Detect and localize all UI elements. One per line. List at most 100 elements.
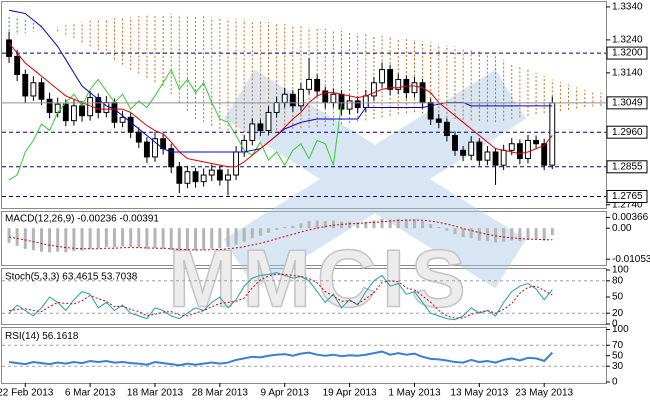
histogram-bar: [534, 228, 538, 240]
histogram-bar: [137, 228, 141, 248]
candle-body: [184, 171, 191, 184]
histogram-bar: [226, 228, 230, 248]
candle-body: [492, 151, 499, 166]
indicator-line: [8, 273, 553, 319]
candle-body: [257, 123, 264, 132]
indicator-line: [8, 272, 553, 321]
candle-body: [135, 131, 142, 143]
histogram-bar: [461, 228, 465, 238]
candle-body: [168, 148, 175, 168]
y-tick-label: 1.2740: [612, 199, 643, 210]
histogram-bar: [404, 219, 408, 229]
histogram-bar: [64, 228, 68, 253]
histogram-bar: [307, 221, 311, 229]
y-tick-label: 0.00366: [612, 212, 649, 223]
price-box: [606, 96, 648, 110]
histogram-bar: [23, 228, 27, 249]
x-tick-label: 13 May 2013: [450, 388, 508, 399]
candle-body: [176, 166, 183, 184]
candle-body: [354, 100, 361, 108]
histogram-bar: [258, 228, 262, 236]
candle-body: [200, 174, 207, 183]
y-tick-label: 100: [612, 324, 629, 335]
histogram-bar: [372, 220, 376, 229]
y-tick-label: 100: [612, 265, 629, 276]
histogram-bar: [267, 228, 271, 233]
candle-body: [516, 143, 523, 160]
histogram-bar: [550, 228, 554, 236]
histogram-bar: [129, 228, 133, 248]
logo: [223, 69, 527, 289]
histogram-bar: [291, 225, 295, 229]
y-tick-label: 50: [612, 350, 624, 361]
histogram-bar: [421, 221, 425, 229]
candle-body: [265, 111, 272, 132]
y-tick-label: 1.3240: [612, 35, 643, 46]
histogram-bar: [299, 223, 303, 229]
candle-body: [435, 118, 442, 123]
price-label: 1.3049: [612, 97, 643, 108]
candle-body: [14, 55, 21, 76]
y-tick-label: 30: [612, 361, 624, 372]
candle-body: [314, 78, 321, 92]
candle-body: [298, 88, 304, 107]
y-tick-label: 0.00: [612, 223, 632, 234]
candle-body: [484, 151, 491, 161]
histogram-bar: [15, 228, 19, 246]
histogram-bar: [283, 227, 287, 229]
candle-body: [62, 103, 69, 122]
candle-body: [411, 82, 418, 94]
histogram-bar: [396, 218, 400, 229]
y-tick-label: -0.01053: [612, 254, 650, 265]
candle-body: [387, 69, 394, 90]
x-tick-label: 23 May 2013: [515, 388, 573, 399]
histogram-bar: [194, 228, 198, 251]
histogram-bar: [323, 221, 327, 229]
y-tick-label: 0: [612, 377, 618, 388]
level-box: [606, 125, 648, 139]
histogram-bar: [502, 228, 506, 242]
histogram-bar: [234, 228, 238, 245]
histogram-bar: [477, 228, 481, 241]
level-label: 1.2765: [612, 191, 643, 202]
histogram-bar: [542, 228, 546, 241]
histogram-bar: [518, 228, 522, 242]
y-tick-label: 80: [612, 275, 624, 286]
candle-body: [362, 95, 369, 108]
histogram-bar: [169, 228, 173, 250]
candle-body: [346, 100, 353, 110]
candle-body: [370, 82, 377, 97]
level-box: [606, 160, 648, 174]
histogram-bar: [72, 228, 76, 252]
candle-body: [70, 105, 77, 122]
histogram-bar: [445, 228, 449, 231]
histogram-bar: [510, 228, 514, 241]
level-label: 1.3200: [612, 48, 643, 59]
histogram-bar: [112, 228, 116, 248]
histogram-bar: [161, 228, 165, 249]
histogram-bar: [202, 228, 206, 250]
histogram-bar: [88, 228, 92, 249]
y-tick-label: 0: [612, 319, 618, 330]
candle-body: [46, 98, 53, 113]
candle-body: [22, 74, 29, 97]
x-tick-label: 9 Apr 2013: [261, 388, 310, 399]
histogram-bar: [339, 221, 343, 229]
histogram-bar: [145, 228, 149, 249]
histogram-bar: [210, 228, 214, 249]
histogram-bar: [429, 224, 433, 229]
candle-body: [379, 69, 385, 84]
y-tick-label: 20: [612, 308, 624, 319]
x-tick-label: 1 May 2013: [388, 388, 441, 399]
candle-body: [338, 93, 345, 110]
level-label: 1.2960: [612, 127, 643, 138]
candle-body: [233, 151, 240, 176]
candle-body: [111, 102, 118, 123]
histogram-bar: [494, 228, 498, 243]
candle-body: [460, 149, 467, 156]
candle-body: [533, 139, 540, 145]
candle-body: [225, 174, 231, 181]
candle-body: [38, 82, 45, 100]
candle-body: [281, 93, 288, 104]
